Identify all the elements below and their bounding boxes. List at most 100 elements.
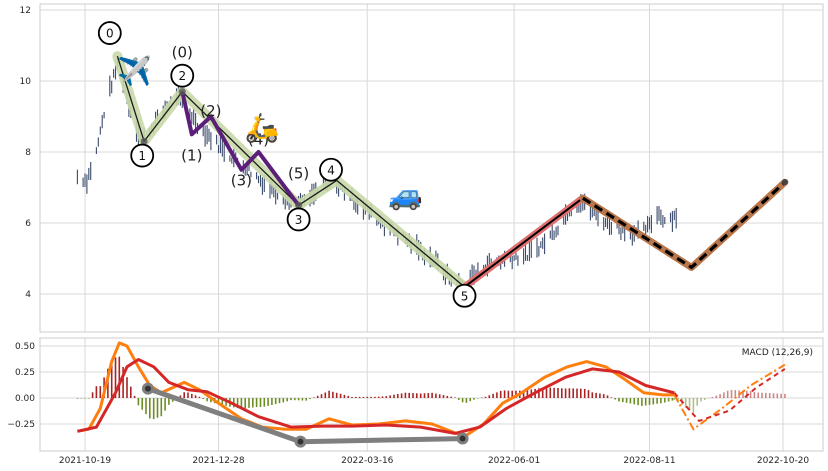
histogram-bar [282,398,285,403]
scooter-icon: 🛵 [245,111,280,144]
projected-histogram-bar [776,393,779,398]
projected-histogram-bar [768,393,771,398]
histogram-bar [145,398,147,415]
x-tick-label: 2021-12-28 [192,456,245,466]
histogram-bar [274,398,277,405]
histogram-bar [507,390,510,398]
histogram-bar [393,394,395,398]
projected-histogram-bar [715,395,718,398]
histogram-bar [641,398,643,406]
histogram-bar [587,390,590,398]
histogram-bar [583,388,586,398]
wave-label-circle [452,283,477,308]
projected-histogram-bar [746,390,748,398]
histogram-bar [492,393,494,398]
histogram-bar [95,386,98,398]
sub-wave-line [180,91,301,207]
histogram-bar [541,387,544,398]
histogram-bar [423,393,426,398]
projected-histogram-bar [684,398,687,408]
wave-label-circle [97,21,122,45]
histogram-bar [381,396,384,398]
histogram-bar [84,398,86,399]
histogram-bar [221,398,224,405]
histogram-bar [499,390,502,398]
projected-histogram-bar [723,392,725,398]
histogram-bar [320,394,323,398]
histogram-bar [648,398,651,405]
projection-end-dot [781,179,788,186]
histogram-bar [553,387,555,398]
histogram-bar [114,357,117,398]
histogram-bar [461,398,464,403]
histogram-bar [191,393,193,398]
projected-histogram-bar [692,398,695,413]
x-tick-label: 2022-06-01 [488,456,540,466]
histogram-bar [408,392,410,398]
wave-pivot-dot [178,88,186,96]
histogram-bar [469,398,471,402]
primary-wave-line [116,56,465,288]
projected-histogram-bar [704,398,706,400]
histogram-bar [614,398,616,400]
histogram-bar [633,398,635,405]
histogram-bar [301,398,304,401]
histogram-bar [271,398,273,405]
histogram-bar [126,377,128,398]
histogram-bar [133,395,136,398]
histogram-bar [427,393,430,398]
histogram-bar [465,398,468,403]
histogram-bar [446,395,449,398]
histogram-bar [179,395,182,398]
histogram-bar [397,394,399,398]
histogram-bar [149,398,151,419]
price-panel-grid [40,4,823,332]
histogram-bar [561,388,563,399]
histogram-bar [377,396,380,398]
projected-histogram-bar [719,394,721,398]
histogram-bar [309,398,311,399]
wave-label-text: 5 [461,289,469,303]
projected-histogram-bar [757,392,759,398]
wave-label-text: 1 [138,149,146,163]
projected-histogram-bar [765,392,767,398]
histogram-bar [76,398,79,399]
histogram-bar [286,398,288,402]
projected-histogram-bar [784,393,786,398]
histogram-bar [488,395,491,398]
histogram-bar [480,397,483,398]
histogram-bar [496,392,498,398]
macd-legend: MACD (12,26,9) [742,348,813,358]
histogram-bar [549,387,552,398]
histogram-bar [358,396,361,398]
histogram-bar [374,396,376,398]
histogram-bar [347,395,349,398]
histogram-bar [576,388,578,398]
histogram-bar [538,388,540,399]
projected-histogram-bar [772,393,775,398]
histogram-bar [557,388,559,398]
histogram-bar [458,398,460,400]
wave-label-text: 2 [178,69,186,83]
histogram-bar [290,398,292,401]
macd-y-tick-label: −0.25 [7,420,35,430]
histogram-bar [259,398,262,407]
histogram-bar [580,388,582,398]
histogram-bar [316,395,319,398]
price-y-tick-label: 8 [25,148,31,158]
sub-wave-label: (4) [248,131,269,149]
wave-label-text: 0 [106,27,114,41]
histogram-bar [511,390,513,398]
histogram-bar [370,396,372,398]
histogram-bar [110,359,113,398]
histogram-bar [477,398,479,399]
wave-label-text: 4 [327,163,335,177]
histogram-bar [152,398,155,420]
macd-panel-frame [39,337,824,452]
histogram-bar [198,396,201,398]
histogram-bar [202,398,204,399]
histogram-bar [206,398,208,402]
projected-histogram-bar [696,398,698,406]
